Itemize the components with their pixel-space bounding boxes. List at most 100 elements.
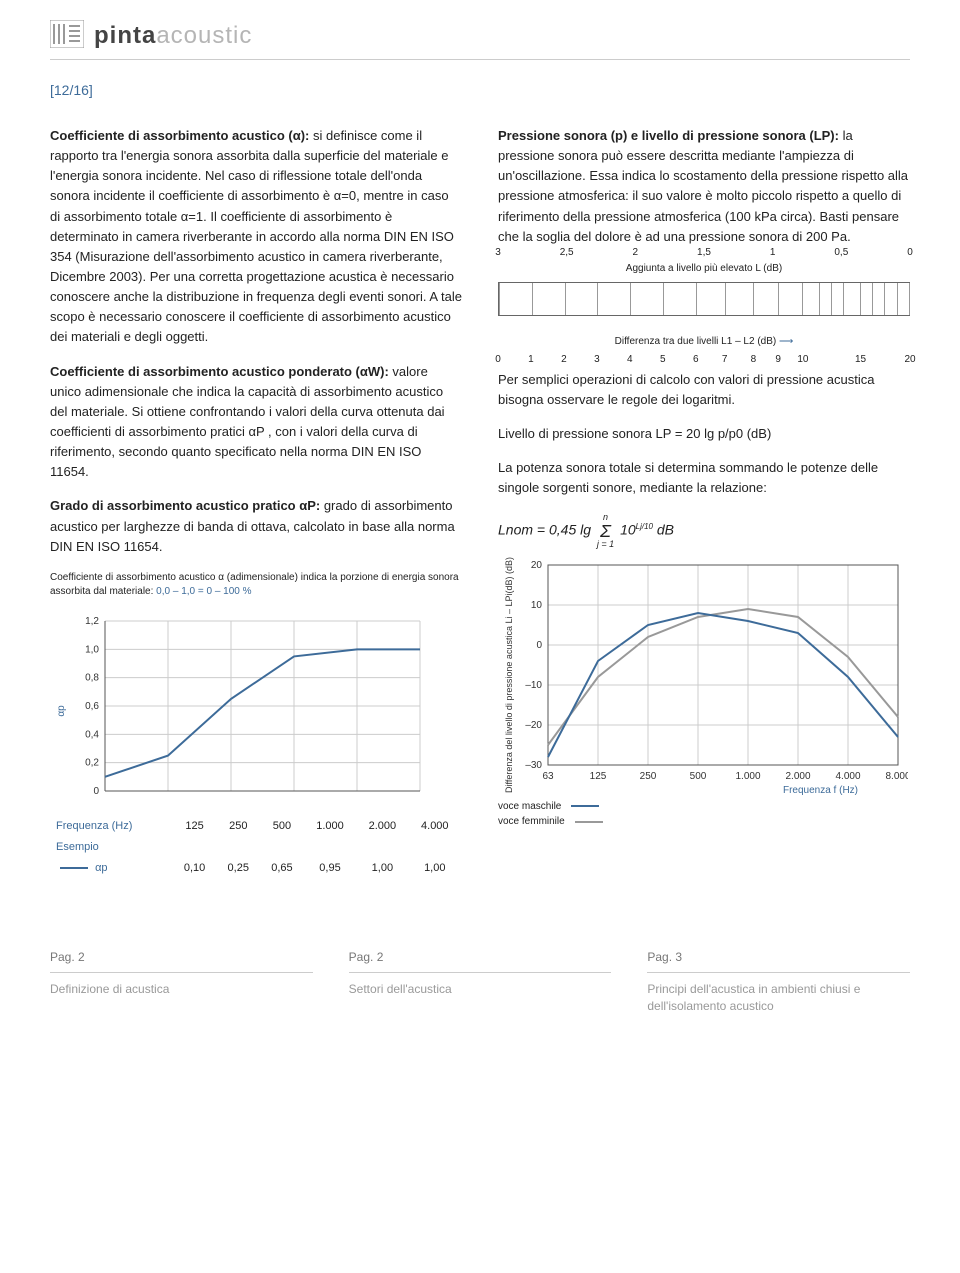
footer-title: Principi dell'acustica in ambienti chius… <box>647 972 910 1015</box>
content-columns: Coefficiente di assorbimento acustico (α… <box>50 126 910 880</box>
svg-text:10: 10 <box>531 600 543 611</box>
svg-text:0,2: 0,2 <box>85 757 99 768</box>
lead-pressure: Pressione sonora (p) e livello di pressi… <box>498 128 839 143</box>
svg-text:0: 0 <box>93 786 99 797</box>
svg-text:0,8: 0,8 <box>85 672 99 683</box>
formula-db: dB <box>657 521 674 537</box>
freq-label: Frequenza (Hz) <box>52 817 172 836</box>
cell: 0,95 <box>305 859 355 878</box>
example-label: Esempio <box>52 838 172 857</box>
right-column: Pressione sonora (p) e livello di pressi… <box>498 126 910 880</box>
brand-header: pintaacoustic <box>50 20 910 51</box>
logo-icon <box>50 20 84 51</box>
table-row: Esempio <box>52 838 460 857</box>
legend-femminile: voce femminile <box>498 814 910 830</box>
ruler-top-scale: 32,521,510,50 <box>498 245 910 259</box>
xtick: 125 <box>174 817 216 836</box>
svg-text:0,4: 0,4 <box>85 729 99 740</box>
svg-text:–10: –10 <box>525 680 542 691</box>
table-row: αp 0,10 0,25 0,65 0,95 1,00 1,00 <box>52 859 460 878</box>
chart1-caption: Coefficiente di assorbimento acustico α … <box>50 571 462 599</box>
body-alpha: si definisce come il rapporto tra l'ener… <box>50 128 462 344</box>
svg-text:125: 125 <box>590 771 607 782</box>
footer-col: Pag. 2 Definizione di acustica <box>50 950 313 1015</box>
svg-text:0: 0 <box>536 640 542 651</box>
brand-bold: pinta <box>94 22 156 49</box>
footer-pagenum: Pag. 3 <box>647 950 910 964</box>
cell: 0,65 <box>261 859 303 878</box>
page-number: [12/16] <box>50 82 910 98</box>
cell: 1,00 <box>410 859 460 878</box>
ruler-box <box>498 282 910 316</box>
svg-text:0,6: 0,6 <box>85 701 99 712</box>
lead-alpha: Coefficiente di assorbimento acustico (α… <box>50 128 309 143</box>
caption-accent: 0,0 – 1,0 = 0 – 100 % <box>156 586 251 597</box>
legend-maschile: voce maschile <box>498 799 910 815</box>
svg-text:–30: –30 <box>525 760 542 771</box>
svg-text:20: 20 <box>531 560 543 571</box>
xtick: 4.000 <box>410 817 460 836</box>
ruler-bottom-scale: 0123456789101520 <box>498 352 910 366</box>
svg-text:4.000: 4.000 <box>835 771 860 782</box>
cell: 0,25 <box>217 859 259 878</box>
para-lp-formula: Livello di pressione sonora LP = 20 lg p… <box>498 424 910 444</box>
sigma-icon: n Σ j = 1 <box>597 513 614 549</box>
svg-text:250: 250 <box>640 771 657 782</box>
svg-text:1,2: 1,2 <box>85 616 99 627</box>
xtick: 500 <box>261 817 303 836</box>
svg-text:2.000: 2.000 <box>785 771 810 782</box>
chart2-svg: –30 –20 –10 0 10 20 63 125 250 500 1.000 2.000 4.000… <box>498 555 908 795</box>
table-row: Frequenza (Hz) 125 250 500 1.000 2.000 4… <box>52 817 460 836</box>
para-sum: La potenza sonora totale si determina so… <box>498 458 910 498</box>
lead-alphap: Grado di assorbimento acustico pratico α… <box>50 498 320 513</box>
formula-base: 10 <box>620 521 636 537</box>
brand-name: pintaacoustic <box>94 22 252 50</box>
svg-text:Frequenza f (Hz): Frequenza f (Hz) <box>783 785 858 795</box>
svg-text:63: 63 <box>542 771 554 782</box>
para-pressure: Pressione sonora (p) e livello di pressi… <box>498 126 910 247</box>
caption-text: Coefficiente di assorbimento acustico α … <box>50 572 459 597</box>
level-ruler: Aggiunta a livello più elevato L (dB) 32… <box>498 261 910 350</box>
arrow-icon: ⟶ <box>779 334 793 350</box>
svg-text:1.000: 1.000 <box>735 771 760 782</box>
footer-title: Settori dell'acustica <box>349 972 612 998</box>
brand-light: acoustic <box>156 22 252 49</box>
formula-lnom: Lnom = 0,45 lg n Σ j = 1 10Lj/10 dB <box>498 513 910 549</box>
left-column: Coefficiente di assorbimento acustico (α… <box>50 126 462 880</box>
ruler-caption: Differenza tra due livelli L1 – L2 (dB) … <box>498 334 910 350</box>
body-alphaw: valore unico adimensionale che indica la… <box>50 364 445 480</box>
xtick: 1.000 <box>305 817 355 836</box>
svg-text:Differenza del livello di pres: Differenza del livello di pressione acus… <box>504 557 514 793</box>
formula-exp: Lj/10 <box>636 522 653 531</box>
formula-pre: Lnom = 0,45 lg <box>498 521 591 537</box>
legend-swatch <box>571 805 599 807</box>
cell: 1,00 <box>357 859 407 878</box>
svg-text:αp: αp <box>56 705 67 717</box>
footer-nav: Pag. 2 Definizione di acustica Pag. 2 Se… <box>50 950 910 1015</box>
svg-text:8.000: 8.000 <box>885 771 908 782</box>
svg-text:–20: –20 <box>525 720 542 731</box>
svg-text:500: 500 <box>690 771 707 782</box>
ruler-title: Aggiunta a livello più elevato L (dB) <box>498 261 910 277</box>
voice-legend: voce maschile voce femminile <box>498 799 910 830</box>
cell: 0,10 <box>174 859 216 878</box>
para-log: Per semplici operazioni di calcolo con v… <box>498 370 910 410</box>
footer-col: Pag. 3 Principi dell'acustica in ambient… <box>647 950 910 1015</box>
para-alpha: Coefficiente di assorbimento acustico (α… <box>50 126 462 348</box>
footer-pagenum: Pag. 2 <box>349 950 612 964</box>
para-alphap: Grado di assorbimento acustico pratico α… <box>50 496 462 556</box>
alphap-row-label: αp <box>52 859 172 878</box>
legend-swatch <box>575 821 603 823</box>
legend-swatch <box>60 867 88 869</box>
chart1-table: Frequenza (Hz) 125 250 500 1.000 2.000 4… <box>50 815 462 880</box>
xtick: 250 <box>217 817 259 836</box>
absorption-chart: 0 0,2 0,4 0,6 0,8 1,0 1,2 αp Frequenza (Hz) 125… <box>50 611 462 880</box>
footer-col: Pag. 2 Settori dell'acustica <box>349 950 612 1015</box>
footer-title: Definizione di acustica <box>50 972 313 998</box>
para-alphaw: Coefficiente di assorbimento acustico po… <box>50 362 462 483</box>
svg-text:1,0: 1,0 <box>85 644 99 655</box>
lead-alphaw: Coefficiente di assorbimento acustico po… <box>50 364 389 379</box>
body-pressure: la pressione sonora può essere descritta… <box>498 128 908 244</box>
xtick: 2.000 <box>357 817 407 836</box>
footer-pagenum: Pag. 2 <box>50 950 313 964</box>
